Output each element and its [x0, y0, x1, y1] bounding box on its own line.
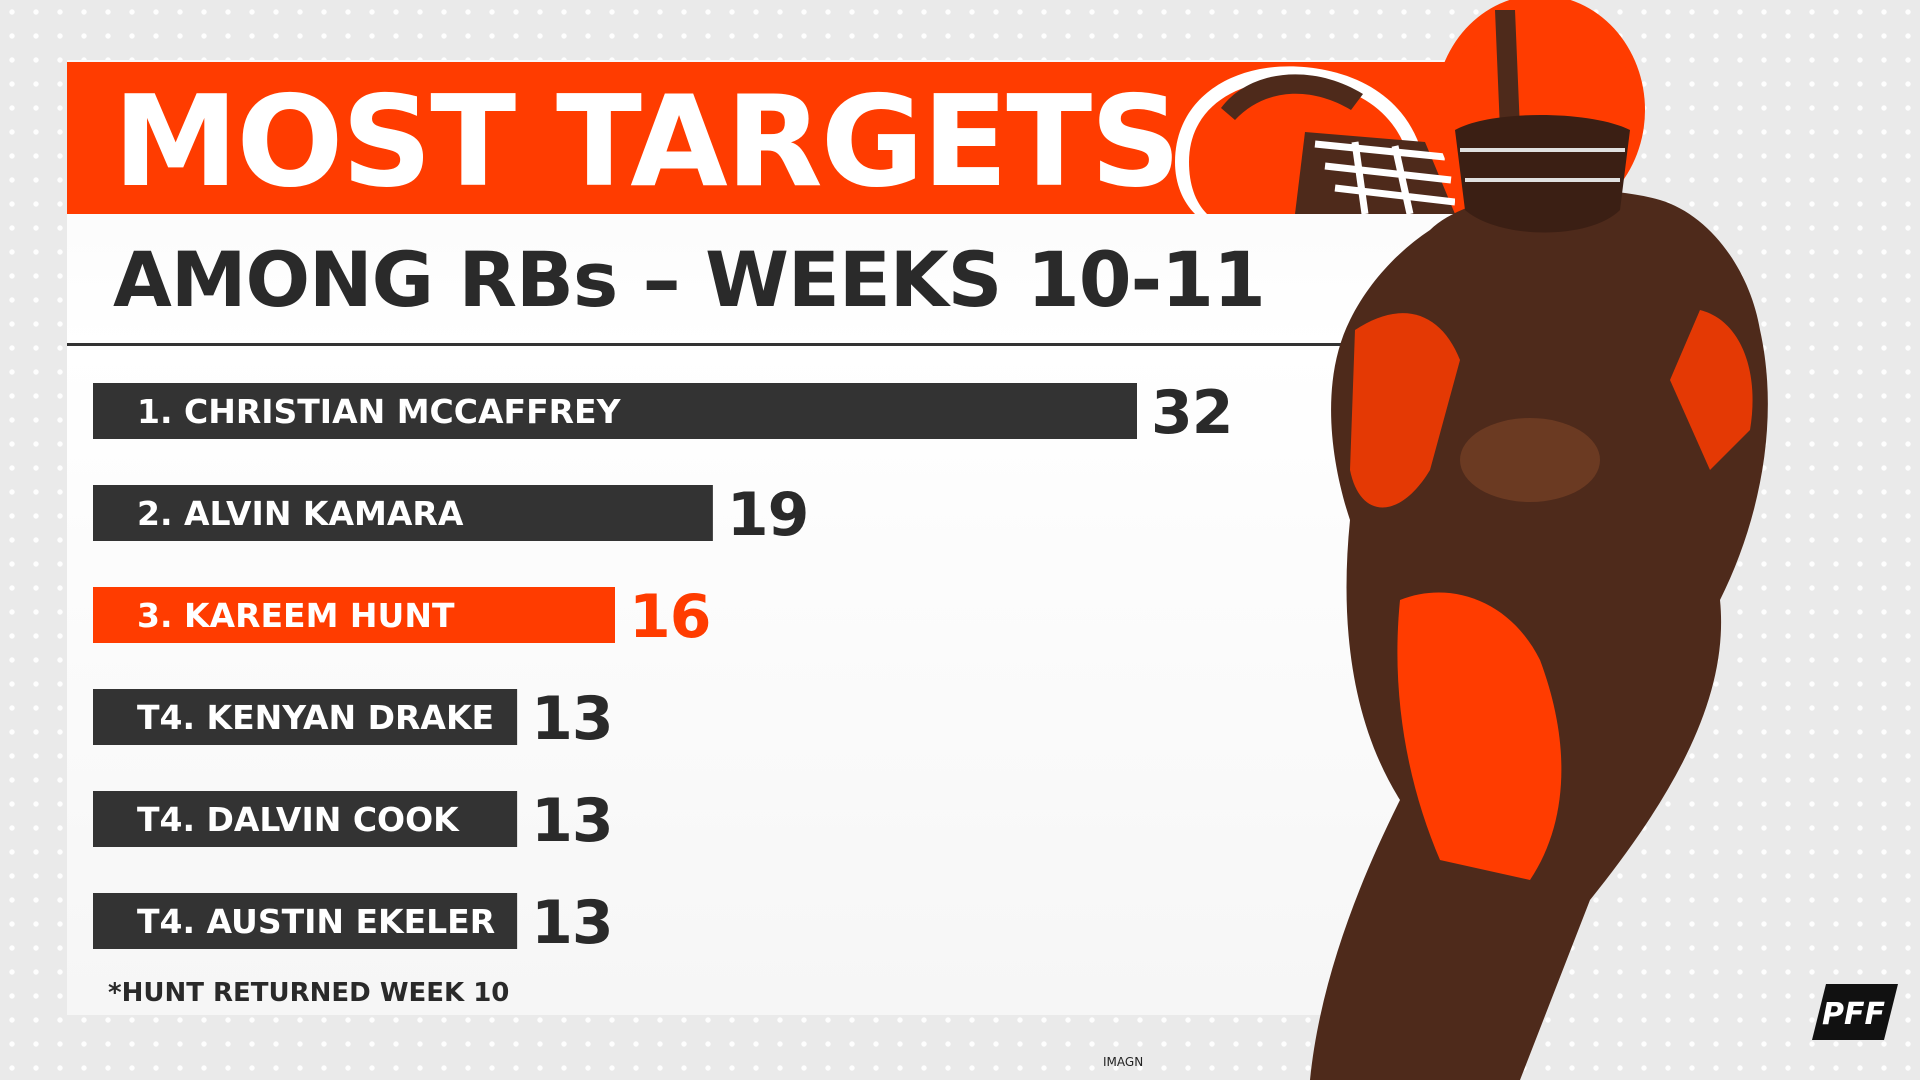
bar — [93, 587, 615, 643]
bar-category-label: 3. KAREEM HUNT — [137, 596, 455, 635]
chart-title: MOST TARGETS — [113, 68, 1181, 214]
bar-value-label: 13 — [531, 786, 613, 856]
bar-value-label: 16 — [629, 582, 711, 652]
bar-value-label: 19 — [727, 480, 809, 550]
chart-subtitle: AMONG RBs – WEEKS 10-11 — [113, 235, 1266, 324]
photo-credit: IMAGN — [1103, 1055, 1144, 1069]
bar-category-label: T4. DALVIN COOK — [137, 800, 460, 839]
bar-value-label: 13 — [531, 684, 613, 754]
bar-value-label: 13 — [531, 888, 613, 958]
bar — [93, 791, 518, 847]
title-banner: MOST TARGETS — [67, 62, 1507, 214]
browns-helmet-icon — [1175, 66, 1455, 214]
bar — [93, 383, 1137, 439]
pff-logo-text: PFF — [1822, 997, 1885, 1032]
bar-category-label: 1. CHRISTIAN MCCAFFREY — [137, 392, 622, 431]
bar — [93, 485, 713, 541]
pff-logo: PFF — [1812, 984, 1898, 1040]
bar — [93, 893, 518, 949]
divider — [67, 343, 1360, 346]
bar-category-label: 2. ALVIN KAMARA — [137, 494, 464, 533]
player-photo — [1310, 0, 1768, 1080]
bar-category-label: T4. AUSTIN EKELER — [137, 902, 495, 941]
footnote: *HUNT RETURNED WEEK 10 — [108, 978, 510, 1008]
bar-value-label: 32 — [1151, 378, 1233, 448]
bar-category-label: T4. KENYAN DRAKE — [137, 698, 494, 737]
bar — [93, 689, 518, 745]
